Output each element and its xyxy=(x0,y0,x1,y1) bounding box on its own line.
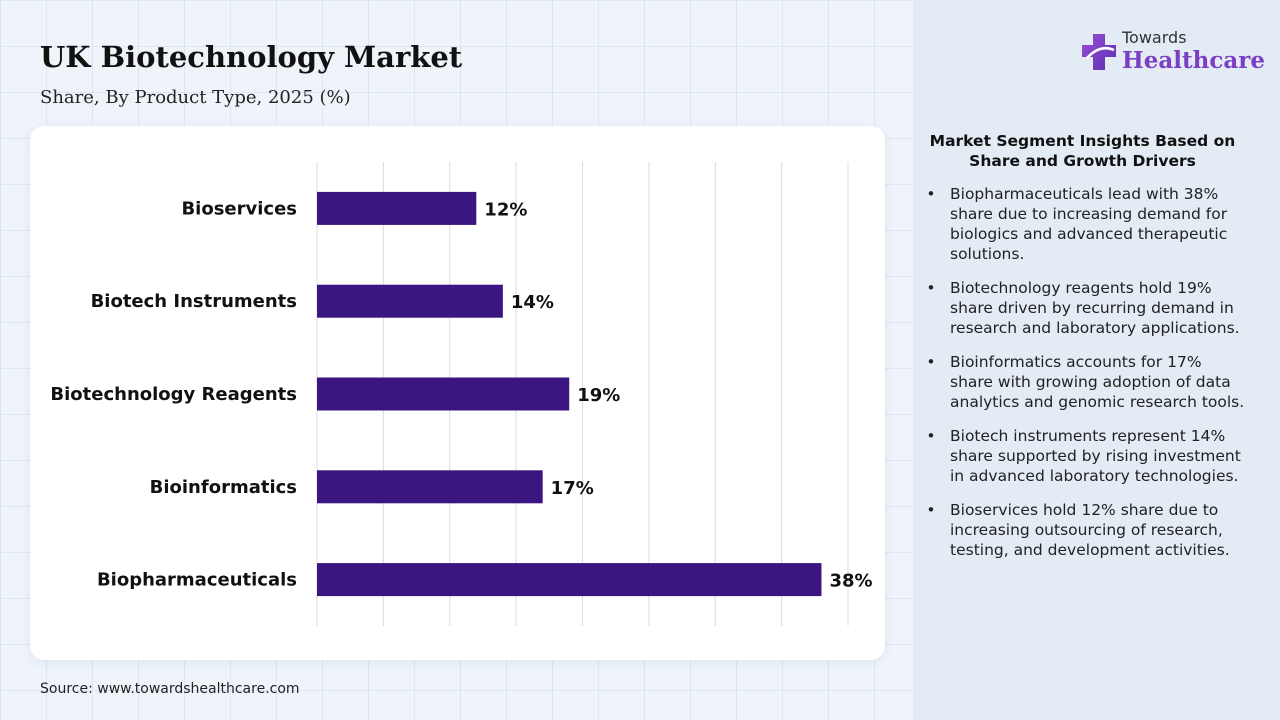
insight-item: • Biotech instruments represent 14% share… xyxy=(925,426,1245,486)
value-label: 12% xyxy=(484,199,527,220)
insight-item: • Bioservices hold 12% share due to incre… xyxy=(925,500,1245,560)
bar xyxy=(317,377,570,411)
insight-text: Bioservices hold 12% share due to increa… xyxy=(950,501,1230,559)
insight-item: • Biopharmaceuticals lead with 38% share … xyxy=(925,184,1245,264)
insight-text: Biotech instruments represent 14% share … xyxy=(950,427,1241,485)
category-label: Bioservices xyxy=(181,198,297,219)
bullet-icon: • xyxy=(926,279,936,297)
category-label: Biopharmaceuticals xyxy=(97,570,297,591)
category-label: Biotech Instruments xyxy=(91,291,297,312)
value-label: 17% xyxy=(551,478,594,499)
bar xyxy=(317,563,822,597)
insights-list: • Biopharmaceuticals lead with 38% share … xyxy=(925,184,1245,574)
chart-card: Bioservices 12% Biotech Instruments 14% Biot… xyxy=(30,126,885,660)
logo-text-towards: Towards xyxy=(1122,28,1187,47)
plus-cross-logo-icon xyxy=(1082,34,1116,70)
category-label: Biotechnology Reagents xyxy=(50,384,297,405)
source-note: Source: www.towardshealthcare.com xyxy=(40,681,300,697)
bullet-icon: • xyxy=(926,353,936,371)
bullet-icon: • xyxy=(926,427,936,445)
bar xyxy=(317,470,543,504)
bar xyxy=(317,191,477,225)
page-title: UK Biotechnology Market xyxy=(40,40,463,74)
logo-text-healthcare: Healthcare xyxy=(1122,47,1266,74)
value-label: 14% xyxy=(511,292,554,313)
bar xyxy=(317,284,503,318)
insight-text: Bioinformatics accounts for 17% share wi… xyxy=(950,353,1245,411)
page-subtitle: Share, By Product Type, 2025 (%) xyxy=(40,87,351,108)
insights-title: Market Segment Insights Based on Share a… xyxy=(929,132,1236,170)
value-label: 19% xyxy=(577,385,620,406)
insight-text: Biotechnology reagents hold 19% share dr… xyxy=(950,279,1240,337)
insight-item: • Bioinformatics accounts for 17% share w… xyxy=(925,352,1245,412)
bar-chart: Bioservices 12% Biotech Instruments 14% Biot… xyxy=(50,162,873,626)
insights-panel xyxy=(913,0,1280,720)
insight-item: • Biotechnology reagents hold 19% share d… xyxy=(925,278,1245,338)
category-label: Bioinformatics xyxy=(150,477,297,498)
brand-logo: Towards Healthcare xyxy=(1080,28,1265,78)
value-label: 38% xyxy=(829,571,872,592)
bullet-icon: • xyxy=(926,501,936,519)
bullet-icon: • xyxy=(926,185,936,203)
insight-text: Biopharmaceuticals lead with 38% share d… xyxy=(950,185,1228,263)
